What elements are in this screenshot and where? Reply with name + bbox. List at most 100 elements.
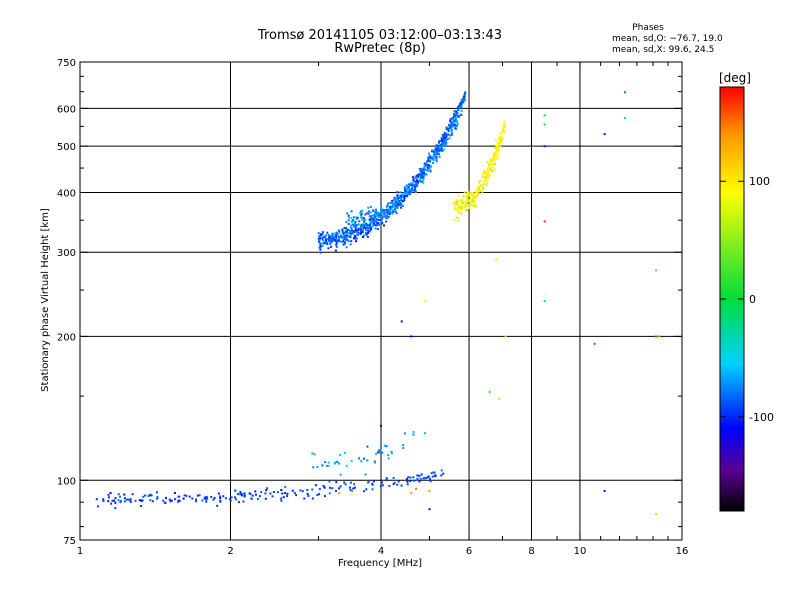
echo-point	[342, 240, 345, 243]
colorbar-tick-label: 0	[749, 293, 756, 306]
echo-point	[454, 124, 457, 127]
echo-point	[455, 208, 457, 211]
echo-point	[385, 208, 388, 211]
echo-point	[319, 242, 322, 245]
echo-point	[183, 494, 186, 497]
echo-point	[280, 499, 283, 502]
echo-point	[465, 200, 468, 203]
echo-point	[276, 491, 279, 494]
echo-point	[311, 497, 314, 500]
echo-point	[460, 209, 463, 212]
echo-point	[311, 452, 314, 455]
echo-point	[386, 205, 389, 208]
echo-point	[443, 135, 446, 138]
echo-point	[120, 499, 122, 502]
echo-point	[219, 499, 222, 502]
echo-point	[377, 215, 380, 218]
echo-point	[492, 153, 495, 156]
echo-point	[357, 457, 360, 460]
echo-point	[418, 179, 421, 182]
echo-point	[406, 483, 409, 486]
echo-point	[349, 229, 352, 232]
echo-point	[472, 196, 475, 199]
echo-point	[420, 473, 423, 476]
echo-point	[416, 180, 419, 183]
echo-point	[411, 187, 413, 190]
echo-point	[491, 170, 494, 172]
echo-point	[343, 237, 346, 240]
echo-point	[357, 223, 360, 226]
echo-point	[350, 229, 353, 232]
x-tick-label: 4	[378, 546, 384, 557]
echo-point	[318, 246, 321, 249]
echo-point	[450, 130, 453, 133]
echo-point	[416, 184, 419, 187]
echo-point	[188, 495, 191, 498]
echo-point	[162, 499, 165, 502]
echo-point	[476, 186, 479, 189]
echo-point	[603, 489, 606, 492]
echo-point	[456, 120, 458, 123]
echo-point	[361, 209, 364, 212]
echo-point	[385, 211, 387, 214]
echo-point	[363, 219, 366, 222]
echo-point	[355, 216, 358, 219]
echo-point	[543, 220, 546, 223]
echo-point	[177, 499, 180, 502]
echo-point	[385, 220, 388, 223]
echo-point	[452, 116, 455, 119]
echo-point	[453, 219, 456, 222]
echo-point	[286, 495, 288, 498]
echo-point	[442, 138, 445, 141]
echo-point	[446, 138, 449, 140]
echo-point	[254, 490, 257, 493]
echo-point	[366, 225, 369, 228]
echo-point	[352, 230, 355, 232]
echo-point	[334, 461, 337, 464]
echo-point	[165, 496, 167, 499]
echo-point	[326, 231, 329, 234]
echo-point	[107, 500, 110, 503]
echo-point	[441, 144, 443, 147]
echo-point	[343, 482, 346, 485]
echo-point	[433, 151, 436, 154]
echo-point	[239, 491, 242, 494]
echo-point	[363, 457, 365, 460]
echo-point	[458, 115, 461, 118]
echo-point	[363, 490, 366, 493]
echo-point	[392, 483, 395, 485]
echo-point	[356, 234, 359, 237]
echo-point	[464, 204, 466, 207]
echo-point	[469, 198, 472, 201]
echo-point	[360, 216, 363, 219]
echo-point	[658, 335, 661, 338]
echo-point	[335, 481, 338, 484]
echo-point	[129, 500, 132, 503]
echo-point	[236, 493, 239, 496]
echo-point	[350, 460, 353, 463]
echo-point	[350, 226, 353, 229]
echo-point	[224, 497, 227, 500]
echo-point	[327, 239, 330, 242]
echo-point	[478, 185, 481, 188]
echo-point	[451, 132, 453, 135]
echo-point	[323, 242, 326, 245]
echo-point	[365, 224, 368, 226]
echo-point	[543, 145, 546, 148]
echo-point	[419, 173, 422, 176]
phases-o-stats: mean, sd,O: −76.7, 19.0	[612, 34, 723, 44]
echo-point	[323, 236, 325, 239]
echo-point	[321, 464, 324, 467]
echo-point	[354, 220, 357, 223]
echo-point	[487, 176, 490, 179]
x-tick-label: 10	[574, 546, 587, 557]
echo-point	[355, 229, 358, 232]
echo-point	[405, 189, 408, 192]
echo-point	[422, 176, 425, 179]
echo-point	[418, 175, 421, 177]
echo-point	[375, 211, 378, 214]
echo-point	[316, 494, 319, 496]
echo-point	[182, 497, 185, 500]
x-tick-label: 8	[528, 546, 534, 557]
echo-point	[373, 216, 376, 219]
